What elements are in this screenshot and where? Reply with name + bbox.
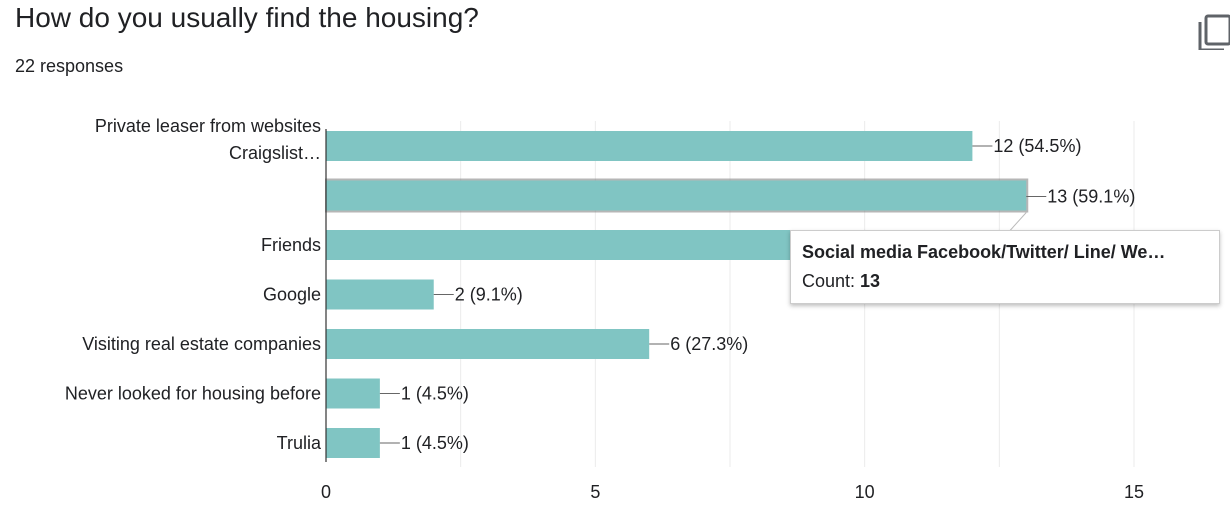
- x-tick-label: 15: [1124, 482, 1144, 502]
- tooltip-count-value: 13: [860, 271, 881, 291]
- data-label: 2 (9.1%): [455, 285, 523, 305]
- data-label: 12 (54.5%): [993, 136, 1081, 156]
- category-label: Friends: [261, 235, 321, 255]
- bar: [326, 131, 973, 161]
- response-count: 22 responses: [15, 56, 124, 76]
- x-tick-label: 5: [590, 482, 600, 502]
- copy-chart-button[interactable]: [1196, 10, 1230, 50]
- copy-icon: [1198, 14, 1230, 50]
- category-label: Visiting real estate companies: [82, 334, 321, 354]
- category-label: Private leaser from websites: [95, 116, 321, 136]
- category-label: Trulia: [277, 433, 322, 453]
- bar: [326, 329, 650, 359]
- x-tick-label: 10: [855, 482, 875, 502]
- data-label: 1 (4.5%): [401, 384, 469, 404]
- question-title: How do you usually find the housing?: [15, 2, 479, 33]
- category-label: Google: [263, 285, 321, 305]
- x-tick-label: 0: [321, 482, 331, 502]
- category-label: Craigslist…: [229, 143, 321, 163]
- tooltip-count-prefix: Count:: [802, 271, 861, 291]
- tooltip-count: Count: 13: [802, 271, 1219, 292]
- bar: [326, 180, 1027, 211]
- bar: [326, 378, 380, 409]
- data-label: 1 (4.5%): [401, 433, 469, 453]
- tooltip-label: Social media Facebook/Twitter/ Line/ We…: [802, 242, 1166, 262]
- category-label: Never looked for housing before: [65, 384, 321, 404]
- bar: [326, 428, 380, 458]
- data-label: 6 (27.3%): [670, 334, 748, 354]
- data-label: 13 (59.1%): [1047, 187, 1135, 207]
- chart-tooltip: Social media Facebook/Twitter/ Line/ We……: [790, 230, 1220, 304]
- bar: [326, 279, 434, 310]
